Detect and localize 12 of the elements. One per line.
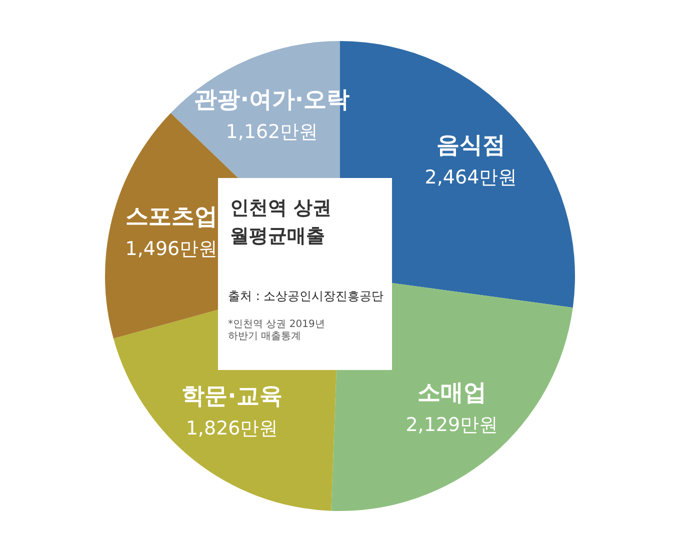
- slice-label: 소매업: [417, 380, 486, 406]
- data-label: 2,129만원: [406, 414, 498, 436]
- source-note: 출처 : 소상공인시장진흥공단: [228, 289, 384, 303]
- data-label: 2,464만원: [424, 166, 518, 189]
- text: 인천역 상권 월평균매출: [230, 197, 332, 247]
- slice-label: 스포츠업: [125, 204, 218, 230]
- text: *인천역 상권 2019년 하반기 매출통계: [228, 319, 325, 342]
- slice-label: 음식점: [436, 132, 506, 159]
- data-label: 1,496만원: [125, 238, 218, 260]
- data-label: 1,162만원: [226, 120, 318, 143]
- data-label: 1,826만원: [186, 417, 278, 440]
- slice-label: 학문·교육: [182, 383, 282, 410]
